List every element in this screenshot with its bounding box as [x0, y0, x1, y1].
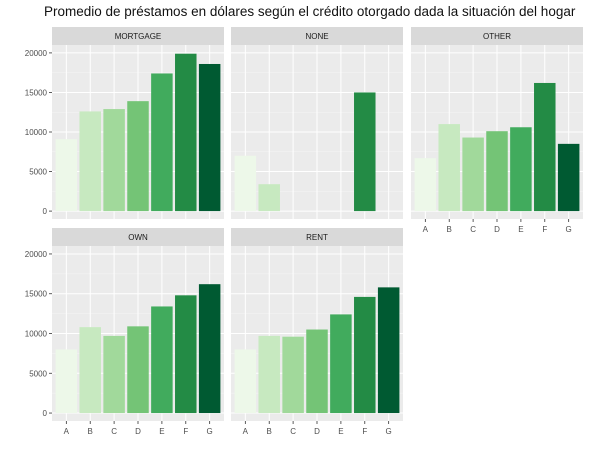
x-tick-label: C	[470, 225, 476, 234]
bar-other-b	[438, 124, 460, 212]
facet-mortgage: MORTGAGE 0 5000 10000 15000 20000	[25, 27, 224, 219]
x-tick-label: A	[423, 225, 429, 234]
bar-none-b	[258, 184, 280, 212]
y-tick-label: 5000	[29, 168, 47, 177]
bar-other-d	[486, 131, 508, 212]
bar-own-c	[103, 335, 125, 414]
facet-strip-rent	[231, 228, 403, 246]
x-tick-label: E	[518, 225, 523, 234]
bar-own-e	[151, 306, 173, 414]
facet-strip-mortgage	[52, 27, 224, 45]
facet-strip-label-other: OTHER	[483, 32, 511, 41]
facet-own: OWN 0 5000 10000 15000 20000 A B C D E F G	[25, 228, 224, 436]
bar-rent-g	[377, 287, 400, 414]
bar-own-a	[55, 349, 78, 414]
facet-strip-label-rent: RENT	[306, 233, 328, 242]
bar-mortgage-b	[79, 111, 101, 212]
facet-rent: RENT A B C D E F G	[231, 228, 403, 436]
bar-none-f	[354, 92, 376, 212]
facet-strip-other	[411, 27, 583, 45]
x-tick-label: B	[88, 427, 93, 436]
bar-none-a	[234, 155, 257, 212]
bar-other-c	[462, 137, 484, 212]
facet-strip-label-none: NONE	[305, 32, 328, 41]
bar-mortgage-e	[151, 73, 173, 212]
bar-rent-d	[306, 329, 328, 414]
bar-other-a	[414, 158, 437, 212]
y-tick-label: 20000	[25, 49, 48, 58]
x-tick-label: E	[338, 427, 343, 436]
facet-strip-label-own: OWN	[128, 233, 148, 242]
y-tick-label: 0	[43, 207, 48, 216]
bar-other-f	[534, 82, 556, 212]
bar-other-g	[557, 143, 580, 212]
bar-rent-b	[258, 335, 280, 414]
x-tick-label: F	[362, 427, 367, 436]
x-tick-label: C	[290, 427, 296, 436]
x-tick-label: G	[386, 427, 392, 436]
y-tick-label: 0	[43, 409, 48, 418]
y-tick-label: 5000	[29, 369, 47, 378]
bar-rent-f	[354, 296, 376, 414]
y-tick-label: 10000	[25, 330, 48, 339]
x-tick-label: D	[314, 427, 320, 436]
y-tick-label: 15000	[25, 88, 48, 97]
x-tick-label: G	[207, 427, 213, 436]
facet-strip-own	[52, 228, 224, 246]
bar-mortgage-f	[175, 53, 197, 212]
x-tick-label: F	[183, 427, 188, 436]
x-tick-label: G	[566, 225, 572, 234]
chart-title: Promedio de préstamos en dólares según e…	[44, 4, 576, 19]
bar-mortgage-g	[198, 63, 221, 212]
x-tick-label: D	[135, 427, 141, 436]
bar-own-f	[175, 295, 197, 414]
y-tick-label: 20000	[25, 250, 48, 259]
facet-none: NONE	[231, 27, 403, 219]
x-tick-label: F	[542, 225, 547, 234]
x-tick-label: A	[64, 427, 70, 436]
bar-own-d	[127, 326, 149, 414]
bar-mortgage-d	[127, 101, 149, 212]
x-tick-label: A	[243, 427, 249, 436]
y-tick-label: 15000	[25, 290, 48, 299]
y-tick-label: 10000	[25, 128, 48, 137]
x-tick-label: B	[447, 225, 452, 234]
facet-other: OTHER A B C D E F G	[411, 27, 583, 234]
x-tick-label: D	[494, 225, 500, 234]
bar-own-b	[79, 327, 101, 414]
facet-strip-none	[231, 27, 403, 45]
x-tick-label: C	[111, 427, 117, 436]
bar-own-g	[198, 284, 221, 414]
bar-other-e	[510, 127, 532, 212]
bar-mortgage-a	[55, 139, 78, 212]
x-tick-label: E	[159, 427, 164, 436]
bar-rent-e	[330, 314, 352, 414]
facet-strip-label-mortgage: MORTGAGE	[115, 32, 162, 41]
bar-rent-a	[234, 349, 257, 414]
bar-rent-c	[282, 336, 304, 414]
x-tick-label: B	[267, 427, 272, 436]
bar-mortgage-c	[103, 109, 125, 212]
